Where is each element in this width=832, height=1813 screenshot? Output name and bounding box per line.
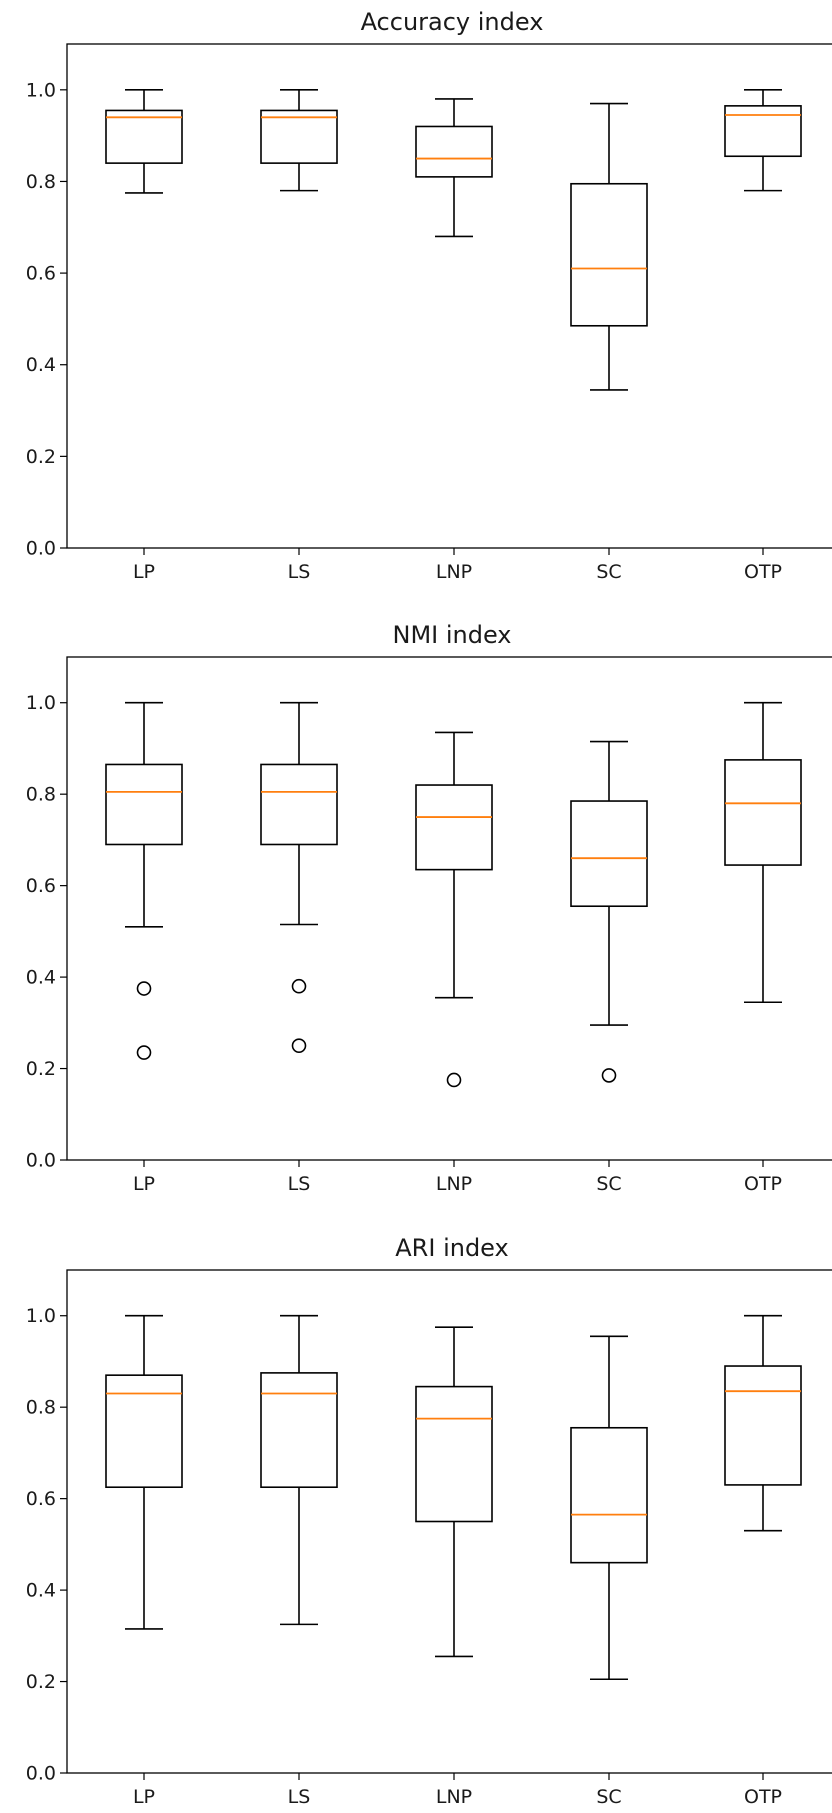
x-tick-label: SC (596, 561, 621, 583)
y-tick-label: 0.6 (26, 875, 56, 897)
iqr-box (724, 105, 802, 158)
y-tick-label: 0.2 (26, 1058, 56, 1080)
y-tick-label: 1.0 (26, 1305, 56, 1327)
panel-1: Accuracy index 0.0 0.2 0.4 0.6 0.8 1.0 LP LS LNP S… (26, 8, 832, 583)
box-otp (724, 701, 802, 1004)
outlier-point (446, 1072, 462, 1088)
box-sc (570, 740, 648, 1083)
x-tick-label: LS (288, 561, 311, 583)
iqr-box (570, 1426, 648, 1564)
x-tick-label: LP (133, 561, 155, 583)
chart-title: Accuracy index (361, 8, 544, 36)
y-tick-label: 0.8 (26, 784, 56, 806)
chart-title: ARI index (395, 1234, 508, 1262)
outlier-point (291, 1038, 307, 1053)
iqr-box (260, 109, 338, 164)
box-otp (724, 1314, 802, 1532)
x-tick-label: OTP (744, 1786, 782, 1808)
box-lp (105, 89, 183, 194)
x-tick-label: LS (288, 1173, 311, 1195)
box-otp (724, 89, 802, 192)
y-tick-label: 0.8 (26, 171, 56, 193)
chart-title: NMI index (392, 621, 511, 649)
outlier-point (601, 1068, 617, 1083)
y-tick-label: 0.6 (26, 263, 56, 285)
box-lnp (415, 98, 493, 238)
iqr-box (415, 784, 493, 871)
box-ls (260, 89, 338, 192)
iqr-box (105, 1374, 183, 1489)
y-tick-label: 0.0 (26, 1763, 56, 1785)
x-tick-label: LP (133, 1173, 155, 1195)
iqr-box (570, 182, 648, 327)
iqr-box (724, 1365, 802, 1486)
x-tick-label: SC (596, 1786, 621, 1808)
outlier-point (136, 981, 152, 996)
iqr-box (415, 1385, 493, 1523)
x-tick-label: LNP (436, 1786, 472, 1808)
y-tick-label: 0.6 (26, 1488, 56, 1510)
x-tick-label: LNP (436, 1173, 472, 1195)
x-tick-label: LP (133, 1786, 155, 1808)
y-tick-label: 1.0 (26, 79, 56, 101)
box-sc (570, 1335, 648, 1681)
box-lnp (415, 1326, 493, 1658)
y-tick-label: 0.4 (26, 1580, 56, 1602)
y-tick-label: 0.4 (26, 354, 56, 376)
iqr-box (260, 763, 338, 846)
y-tick-label: 1.0 (26, 692, 56, 714)
y-tick-label: 0.0 (26, 538, 56, 560)
iqr-box (415, 125, 493, 178)
box-lp (105, 1314, 183, 1630)
box-sc (570, 102, 648, 391)
y-tick-label: 0.8 (26, 1397, 56, 1419)
panel-2: NMI index 0.0 0.2 0.4 0.6 0.8 1.0 LP LS LNP SC OTP (26, 621, 832, 1195)
y-tick-label: 0.0 (26, 1150, 56, 1172)
x-tick-label: LNP (436, 561, 472, 583)
y-tick-label: 0.2 (26, 446, 56, 468)
box-ls (260, 701, 338, 1053)
x-tick-label: OTP (744, 1173, 782, 1195)
iqr-box (105, 763, 183, 846)
iqr-box (105, 109, 183, 164)
outlier-point (291, 978, 307, 994)
x-tick-label: LS (288, 1786, 311, 1808)
iqr-box (260, 1372, 338, 1489)
box-ls (260, 1314, 338, 1626)
iqr-box (724, 759, 802, 866)
outlier-point (136, 1045, 152, 1060)
panel-3: ARI index 0.0 0.2 0.4 0.6 0.8 1.0 LP LS LNP SC OTP (26, 1234, 832, 1808)
y-tick-label: 0.4 (26, 967, 56, 989)
y-tick-label: 0.2 (26, 1671, 56, 1693)
x-tick-label: OTP (744, 561, 782, 583)
box-lnp (415, 731, 493, 1088)
box-lp (105, 701, 183, 1060)
x-tick-label: SC (596, 1173, 621, 1195)
iqr-box (570, 800, 648, 908)
